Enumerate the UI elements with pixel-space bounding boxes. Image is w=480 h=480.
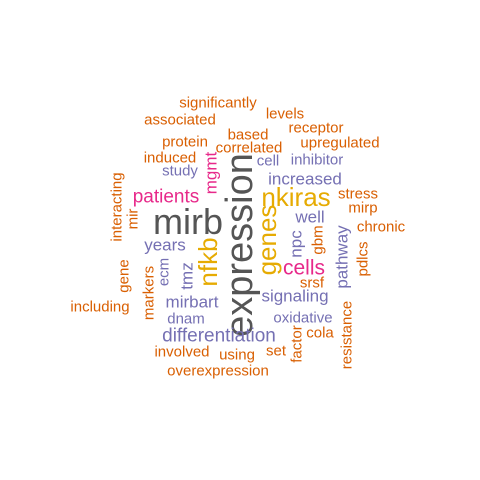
word-mgmt: mgmt bbox=[201, 151, 221, 195]
word-factor: factor bbox=[288, 325, 306, 363]
word-nfkb: nfkb bbox=[193, 237, 223, 287]
word-dnam: dnam bbox=[167, 310, 205, 328]
word-well: well bbox=[295, 207, 325, 227]
word-inhibitor: inhibitor bbox=[290, 151, 344, 169]
word-receptor: receptor bbox=[288, 119, 344, 137]
word-nkiras: nkiras bbox=[261, 182, 331, 212]
word-correlated: correlated bbox=[215, 139, 283, 157]
word-set: set bbox=[265, 342, 287, 360]
word-study: study bbox=[162, 162, 198, 180]
word-interacting: interacting bbox=[108, 172, 126, 242]
word-markers: markers bbox=[140, 265, 158, 321]
word-gbm: gbm bbox=[309, 225, 327, 255]
word-patients: patients bbox=[132, 186, 200, 208]
word-levels: levels bbox=[265, 105, 305, 123]
word-signaling: signaling bbox=[261, 286, 329, 306]
word-tmz: tmz bbox=[177, 262, 197, 290]
word-using: using bbox=[219, 346, 255, 364]
word-mir: mir bbox=[124, 208, 142, 230]
word-mirb: mirb bbox=[153, 201, 223, 242]
word-years: years bbox=[144, 235, 186, 255]
word-including: including bbox=[70, 298, 130, 316]
word-oxidative: oxidative bbox=[273, 309, 333, 327]
word-cola: cola bbox=[306, 324, 334, 342]
word-npc: npc bbox=[286, 230, 306, 258]
word-induced: induced bbox=[143, 149, 197, 167]
word-srsf: srsf bbox=[299, 274, 325, 292]
word-protein: protein bbox=[162, 133, 208, 151]
word-cell: cell bbox=[256, 152, 280, 170]
word-genes: genes bbox=[252, 204, 282, 276]
word-pdlcs: pdlcs bbox=[354, 241, 372, 277]
word-pathway: pathway bbox=[332, 225, 352, 289]
word-overexpression: overexpression bbox=[167, 362, 269, 380]
word-cells: cells bbox=[282, 256, 326, 280]
word-mirp: mirp bbox=[348, 199, 378, 217]
word-differentiation: differentiation bbox=[162, 325, 276, 347]
word-based: based bbox=[227, 126, 269, 144]
word-significantly: significantly bbox=[179, 94, 257, 112]
word-stress: stress bbox=[337, 185, 379, 203]
word-mirbart: mirbart bbox=[165, 292, 219, 312]
word-gene: gene bbox=[115, 259, 133, 293]
word-chronic: chronic bbox=[356, 218, 406, 236]
word-upregulated: upregulated bbox=[300, 134, 380, 152]
word-involved: involved bbox=[154, 343, 210, 361]
word-increased: increased bbox=[268, 169, 342, 189]
word-ecm: ecm bbox=[155, 257, 173, 287]
word-resistance: resistance bbox=[338, 300, 356, 370]
word-associated: associated bbox=[144, 111, 216, 129]
